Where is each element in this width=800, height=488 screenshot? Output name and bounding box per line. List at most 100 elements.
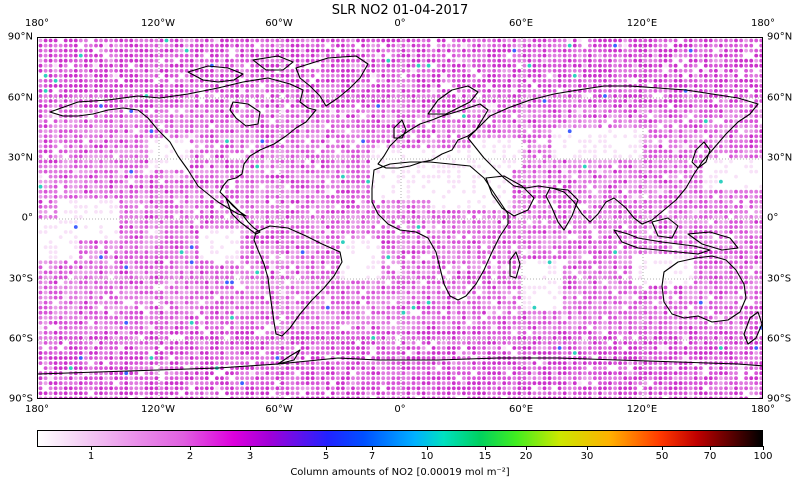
no2-dot (431, 225, 436, 229)
no2-dot (487, 43, 491, 48)
no2-dot (260, 169, 265, 174)
no2-dot (537, 43, 542, 48)
no2-dot (537, 119, 542, 124)
no2-dot (169, 48, 174, 53)
no2-dot (729, 139, 733, 144)
no2-dot (588, 159, 592, 164)
no2-dot (522, 220, 527, 224)
no2-dot (421, 124, 426, 129)
no2-dot (391, 144, 396, 149)
no2-dot (124, 89, 129, 93)
no2-dot (290, 109, 295, 113)
no2-dot (693, 104, 698, 108)
no2-dot (341, 109, 345, 113)
no2-dot (396, 114, 401, 118)
no2-dot (638, 99, 643, 103)
no2-dot (194, 225, 199, 229)
no2-dot (114, 189, 118, 194)
no2-dot (633, 149, 638, 154)
no2-dot (336, 89, 340, 93)
no2-dot (84, 58, 88, 63)
no2-dot (109, 129, 113, 134)
no2-dot (759, 194, 762, 199)
no2-dot (688, 38, 693, 43)
no2-dot (305, 48, 310, 53)
no2-dot (411, 225, 416, 229)
no2-dot (749, 159, 754, 164)
no2-dot (678, 215, 683, 219)
no2-dot (210, 169, 214, 174)
no2-dot (356, 134, 360, 139)
no2-dot (708, 144, 713, 149)
no2-dot (351, 48, 355, 53)
no2-dot (734, 114, 738, 118)
no2-dot (220, 179, 224, 184)
no2-dot (744, 220, 748, 224)
no2-dot (532, 144, 537, 149)
no2-dot (426, 139, 431, 144)
no2-dot (472, 43, 476, 48)
no2-dot (310, 134, 315, 139)
no2-dot (94, 134, 98, 139)
no2-dot (537, 63, 542, 68)
no2-dot (411, 68, 416, 73)
no2-dot (633, 210, 638, 214)
no2-dot (63, 68, 68, 73)
map-plot-area[interactable] (37, 37, 763, 399)
no2-dot (174, 53, 179, 58)
no2-dot (749, 78, 754, 83)
no2-dot (285, 99, 290, 103)
no2-dot (557, 215, 562, 219)
no2-dot (688, 169, 693, 174)
no2-dot (169, 225, 174, 229)
no2-dot (714, 78, 718, 83)
no2-dot (739, 215, 743, 219)
no2-dot (275, 210, 280, 214)
no2-dot (89, 169, 93, 174)
no2-dot (446, 58, 451, 63)
no2-dot (421, 104, 426, 108)
no2-dot (53, 68, 58, 73)
no2-dot (411, 119, 416, 124)
no2-dot (693, 99, 698, 103)
no2-dot (593, 164, 597, 169)
no2-dot (729, 210, 733, 214)
no2-dot (341, 129, 345, 134)
no2-dot (169, 194, 174, 199)
no2-dot (189, 199, 194, 204)
no2-dot (658, 174, 663, 179)
no2-dot (240, 225, 245, 229)
no2-dot (446, 225, 451, 229)
no2-dot (73, 73, 78, 78)
no2-dot (416, 53, 421, 58)
no2-dot (300, 114, 305, 118)
no2-dot (290, 159, 295, 164)
no2-dot (421, 184, 426, 189)
no2-dot (94, 149, 98, 154)
no2-dot (618, 38, 622, 43)
no2-dot (325, 129, 330, 134)
no2-dot (537, 164, 542, 169)
no2-dot (613, 119, 617, 124)
no2-dot (139, 149, 144, 154)
no2-dot (497, 164, 502, 169)
no2-dot (552, 94, 557, 98)
no2-dot (346, 104, 350, 108)
no2-dot (487, 114, 491, 118)
no2-dot (613, 134, 617, 139)
no2-dot (759, 38, 762, 43)
no2-dot (371, 129, 376, 134)
no2-dot (164, 179, 169, 184)
no2-dot (643, 174, 648, 179)
no2-dot (336, 230, 340, 234)
no2-dot (84, 225, 88, 229)
no2-dot (295, 38, 300, 43)
no2-dot (527, 89, 532, 93)
no2-dot (73, 68, 78, 73)
no2-dot (174, 210, 179, 214)
no2-dot (613, 220, 617, 224)
no2-dot (99, 84, 103, 88)
no2-dot (416, 99, 421, 103)
no2-dot (467, 53, 471, 58)
no2-dot (330, 154, 335, 159)
